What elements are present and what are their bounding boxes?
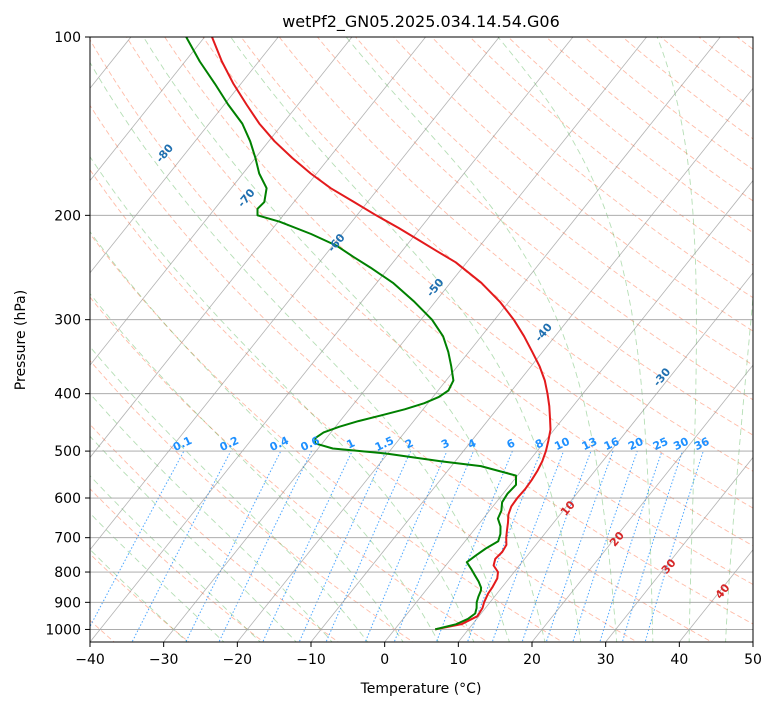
dry-adiabat-line <box>164 37 753 547</box>
mixing-ratio-line <box>491 450 565 642</box>
mixing-ratio-line <box>218 450 313 642</box>
x-tick-label: 20 <box>523 652 541 668</box>
mixing-ratio-line <box>599 450 663 642</box>
y-axis-ticks: 100 200 300 400 500 600 700 800 900 1000 <box>45 30 90 638</box>
mixing-ratio-line <box>572 450 638 642</box>
x-tick-label: −20 <box>223 652 253 668</box>
x-tick-label: 50 <box>744 652 762 668</box>
y-tick-label: 400 <box>54 387 81 403</box>
profile-lines <box>185 37 552 631</box>
y-tick-label: 600 <box>54 491 81 507</box>
x-tick-label: −10 <box>296 652 326 668</box>
mixing-ratio-line <box>185 450 282 642</box>
y-tick-label: 100 <box>54 30 81 46</box>
mixing-ratio-label: 10 <box>552 435 572 453</box>
x-tick-label: 30 <box>597 652 615 668</box>
x-tick-label: 0 <box>380 652 389 668</box>
isotherm-line <box>384 179 753 642</box>
dry-adiabat-line <box>90 232 564 642</box>
y-tick-label: 1000 <box>45 622 81 638</box>
isotherm-line <box>605 456 753 642</box>
isotherm-line <box>90 37 205 182</box>
temperature-profile-line <box>211 37 552 631</box>
isotherm-line <box>163 37 647 642</box>
y-tick-label: 700 <box>54 531 81 547</box>
mixing-ratio-label: 25 <box>651 435 670 453</box>
y-axis-label: Pressure (hPa) <box>13 290 29 390</box>
dry-adiabat-line <box>316 37 753 401</box>
mixing-ratio-label: 36 <box>692 435 712 453</box>
dry-adiabat-line <box>431 37 753 299</box>
x-tick-label: −30 <box>149 652 179 668</box>
mixing-ratio-line <box>521 450 592 642</box>
isotherm-line <box>310 87 753 642</box>
y-tick-label: 500 <box>54 444 81 460</box>
mixing-ratio-line <box>325 450 412 642</box>
mixing-ratio-line <box>435 450 513 642</box>
x-tick-label: −40 <box>75 652 105 668</box>
isotherm-line <box>458 272 753 642</box>
isotherm-line <box>90 37 279 274</box>
mixing-ratio-label: 16 <box>602 435 622 453</box>
gridlines <box>90 37 753 642</box>
isotherm-line <box>90 37 426 459</box>
mixing-ratio-label: 20 <box>626 435 646 453</box>
isotherm-line <box>90 37 500 551</box>
mixing-ratio-line <box>621 450 683 642</box>
y-tick-label: 800 <box>54 565 81 581</box>
moist-adiabat-line <box>90 156 475 642</box>
mixing-ratio-line <box>90 450 185 628</box>
mixing-ratio-label: 30 <box>671 435 691 453</box>
isotherm-line <box>90 37 574 642</box>
x-tick-label: 40 <box>670 652 688 668</box>
mixing-ratio-line <box>545 450 614 642</box>
y-tick-label: 200 <box>54 208 81 224</box>
mixing-ratio-line <box>298 450 387 642</box>
x-tick-label: 10 <box>449 652 467 668</box>
moist-adiabat-line <box>90 230 440 642</box>
mixing-ratio-line <box>393 450 474 642</box>
dry-adiabat-line <box>202 37 753 509</box>
isotherm-line <box>531 364 753 642</box>
isotherm-line <box>237 37 721 642</box>
mixing-ratio-line <box>131 450 232 642</box>
x-axis-ticks: −40 −30 −20 −10 0 10 20 30 40 50 <box>75 642 762 668</box>
mixing-ratio-line <box>364 450 448 642</box>
plot-frame <box>89 36 754 643</box>
y-tick-label: 900 <box>54 595 81 611</box>
chart-title: wetPf2_GN05.2025.034.14.54.G06 <box>282 12 560 32</box>
mixing-ratio-line <box>644 450 704 642</box>
y-tick-label: 300 <box>54 313 81 329</box>
mixing-ratio-line <box>262 450 353 642</box>
x-axis-label: Temperature (°C) <box>360 681 482 697</box>
dry-adiabat-line <box>278 37 753 436</box>
dry-adiabat-line <box>126 37 753 586</box>
dewpoint-profile-line <box>185 37 517 631</box>
mixing-ratio-label: 13 <box>580 435 599 453</box>
